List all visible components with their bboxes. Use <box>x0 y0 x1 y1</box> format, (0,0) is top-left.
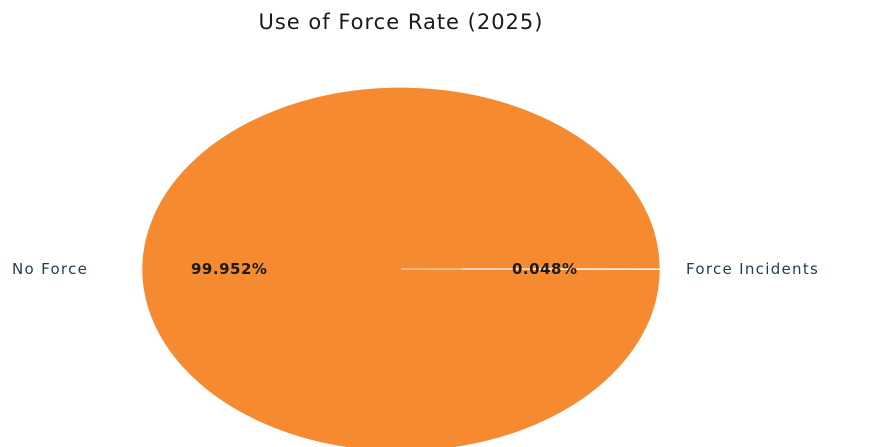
slice-label-force-incidents: Force Incidents <box>686 260 819 278</box>
pie-slice-no-force <box>141 87 661 447</box>
label-group: No Force 99.952% Force Incidents 0.048% <box>12 260 819 278</box>
pie-group <box>141 87 661 447</box>
pct-label-no-force: 99.952% <box>191 260 267 278</box>
chart-title: Use of Force Rate (2025) <box>259 10 544 34</box>
pct-label-force-incidents: 0.048% <box>512 260 577 278</box>
slice-label-no-force: No Force <box>12 260 88 278</box>
